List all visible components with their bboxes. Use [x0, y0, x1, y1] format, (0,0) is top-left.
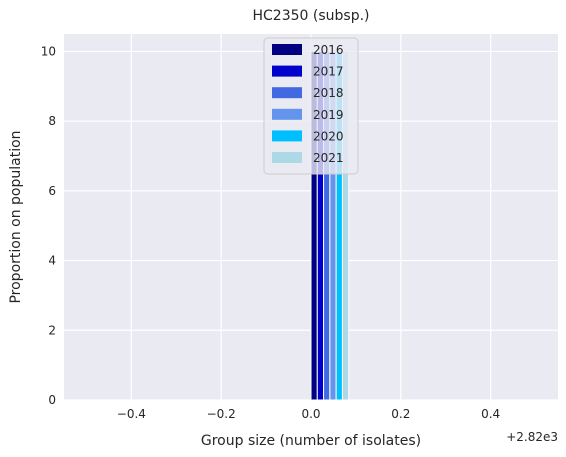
x-tick-label: −0.4: [117, 407, 146, 421]
y-tick-label: 0: [48, 393, 56, 407]
legend-label-2018: 2018: [313, 86, 344, 100]
legend-swatch-2018: [272, 87, 302, 99]
legend-swatch-2020: [272, 130, 302, 142]
x-axis-offset-label: +2.82e3: [506, 430, 558, 444]
legend-swatch-2021: [272, 152, 302, 163]
legend-swatch-2017: [272, 65, 302, 77]
y-axis-ticks: 0 2 4 6 8 10: [41, 44, 56, 407]
legend-label-2017: 2017: [313, 65, 344, 79]
y-tick-label: 8: [48, 114, 56, 128]
y-tick-label: 4: [48, 254, 56, 268]
y-tick-label: 2: [48, 323, 56, 337]
y-tick-label: 10: [41, 44, 56, 58]
x-tick-label: 0.4: [481, 407, 500, 421]
y-axis-label: Proportion on population: [8, 130, 24, 303]
y-tick-label: 6: [48, 184, 56, 198]
x-tick-label: 0.0: [301, 407, 320, 421]
x-tick-label: 0.2: [391, 407, 410, 421]
x-axis-label: Group size (number of isolates): [201, 433, 421, 449]
legend-label-2021: 2021: [313, 151, 344, 165]
legend: 2016 2017 2018 2019 2020 2021: [263, 37, 359, 175]
legend-swatch-2019: [272, 108, 302, 120]
legend-label-2016: 2016: [313, 43, 344, 57]
chart-title: HC2350 (subsp.): [253, 8, 370, 24]
x-axis-ticks: −0.4 −0.2 0.0 0.2 0.4: [117, 407, 500, 421]
legend-label-2020: 2020: [313, 129, 344, 143]
legend-swatch-2016: [272, 44, 302, 55]
bars: [310, 50, 350, 401]
legend-label-2019: 2019: [313, 108, 344, 122]
x-tick-label: −0.2: [207, 407, 236, 421]
